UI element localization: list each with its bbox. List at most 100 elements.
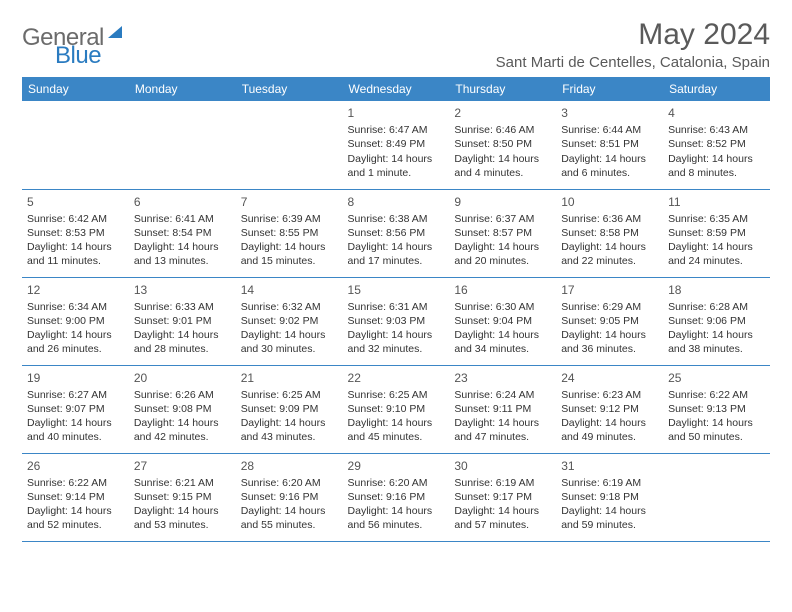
calendar-row: 12Sunrise: 6:34 AMSunset: 9:00 PMDayligh… [22, 277, 770, 365]
day-header: Saturday [663, 77, 770, 101]
day-number: 27 [134, 458, 231, 474]
calendar-cell: 12Sunrise: 6:34 AMSunset: 9:00 PMDayligh… [22, 277, 129, 365]
day-header: Wednesday [343, 77, 450, 101]
daylight-line: Daylight: 14 hours and 45 minutes. [348, 416, 445, 444]
logo: General Blue [22, 18, 122, 52]
calendar-cell: 6Sunrise: 6:41 AMSunset: 8:54 PMDaylight… [129, 189, 236, 277]
daylight-line: Daylight: 14 hours and 22 minutes. [561, 240, 658, 268]
sunset-line: Sunset: 9:11 PM [454, 402, 551, 416]
calendar-cell [129, 101, 236, 189]
day-number: 21 [241, 370, 338, 386]
daylight-line: Daylight: 14 hours and 36 minutes. [561, 328, 658, 356]
calendar-cell [663, 453, 770, 541]
daylight-line: Daylight: 14 hours and 8 minutes. [668, 152, 765, 180]
day-number: 8 [348, 194, 445, 210]
day-number: 6 [134, 194, 231, 210]
daylight-line: Daylight: 14 hours and 28 minutes. [134, 328, 231, 356]
day-number: 30 [454, 458, 551, 474]
sunset-line: Sunset: 9:10 PM [348, 402, 445, 416]
calendar-cell: 27Sunrise: 6:21 AMSunset: 9:15 PMDayligh… [129, 453, 236, 541]
sunrise-line: Sunrise: 6:19 AM [454, 476, 551, 490]
day-number: 23 [454, 370, 551, 386]
calendar-row: 1Sunrise: 6:47 AMSunset: 8:49 PMDaylight… [22, 101, 770, 189]
daylight-line: Daylight: 14 hours and 55 minutes. [241, 504, 338, 532]
sunset-line: Sunset: 8:59 PM [668, 226, 765, 240]
sunset-line: Sunset: 9:16 PM [241, 490, 338, 504]
calendar-row: 19Sunrise: 6:27 AMSunset: 9:07 PMDayligh… [22, 365, 770, 453]
daylight-line: Daylight: 14 hours and 56 minutes. [348, 504, 445, 532]
calendar-cell: 13Sunrise: 6:33 AMSunset: 9:01 PMDayligh… [129, 277, 236, 365]
sunset-line: Sunset: 9:04 PM [454, 314, 551, 328]
calendar-cell: 9 Sunrise: 6:37 AMSunset: 8:57 PMDaylight… [449, 189, 556, 277]
daylight-line: Daylight: 14 hours and 20 minutes. [454, 240, 551, 268]
calendar-cell: 10Sunrise: 6:36 AMSunset: 8:58 PMDayligh… [556, 189, 663, 277]
logo-triangle-icon [108, 26, 122, 38]
sunrise-line: Sunrise: 6:36 AM [561, 212, 658, 226]
header: General Blue May 2024 Sant Marti de Cent… [22, 18, 770, 71]
sunrise-line: Sunrise: 6:37 AM [454, 212, 551, 226]
daylight-line: Daylight: 14 hours and 57 minutes. [454, 504, 551, 532]
day-number: 17 [561, 282, 658, 298]
daylight-line: Daylight: 14 hours and 17 minutes. [348, 240, 445, 268]
calendar-cell: 21Sunrise: 6:25 AMSunset: 9:09 PMDayligh… [236, 365, 343, 453]
day-number: 2 [454, 105, 551, 121]
sunrise-line: Sunrise: 6:39 AM [241, 212, 338, 226]
logo-text-blue: Blue [55, 42, 101, 69]
daylight-line: Daylight: 14 hours and 42 minutes. [134, 416, 231, 444]
calendar-cell: 26Sunrise: 6:22 AMSunset: 9:14 PMDayligh… [22, 453, 129, 541]
calendar-cell: 17Sunrise: 6:29 AMSunset: 9:05 PMDayligh… [556, 277, 663, 365]
sunset-line: Sunset: 9:15 PM [134, 490, 231, 504]
sunset-line: Sunset: 9:17 PM [454, 490, 551, 504]
day-number: 3 [561, 105, 658, 121]
sunset-line: Sunset: 9:01 PM [134, 314, 231, 328]
sunrise-line: Sunrise: 6:46 AM [454, 123, 551, 137]
daylight-line: Daylight: 14 hours and 1 minute. [348, 152, 445, 180]
sunrise-line: Sunrise: 6:38 AM [348, 212, 445, 226]
day-number: 14 [241, 282, 338, 298]
sunset-line: Sunset: 9:02 PM [241, 314, 338, 328]
calendar-cell: 23Sunrise: 6:24 AMSunset: 9:11 PMDayligh… [449, 365, 556, 453]
calendar-cell: 4Sunrise: 6:43 AMSunset: 8:52 PMDaylight… [663, 101, 770, 189]
daylight-line: Daylight: 14 hours and 53 minutes. [134, 504, 231, 532]
calendar-cell: 15Sunrise: 6:31 AMSunset: 9:03 PMDayligh… [343, 277, 450, 365]
day-number: 25 [668, 370, 765, 386]
calendar-cell: 19Sunrise: 6:27 AMSunset: 9:07 PMDayligh… [22, 365, 129, 453]
sunset-line: Sunset: 8:56 PM [348, 226, 445, 240]
calendar-head: SundayMondayTuesdayWednesdayThursdayFrid… [22, 77, 770, 101]
sunrise-line: Sunrise: 6:33 AM [134, 300, 231, 314]
day-number: 9 [454, 194, 551, 210]
daylight-line: Daylight: 14 hours and 26 minutes. [27, 328, 124, 356]
day-number: 24 [561, 370, 658, 386]
calendar-table: SundayMondayTuesdayWednesdayThursdayFrid… [22, 77, 770, 542]
sunrise-line: Sunrise: 6:31 AM [348, 300, 445, 314]
sunrise-line: Sunrise: 6:27 AM [27, 388, 124, 402]
daylight-line: Daylight: 14 hours and 30 minutes. [241, 328, 338, 356]
sunset-line: Sunset: 9:05 PM [561, 314, 658, 328]
calendar-cell: 31Sunrise: 6:19 AMSunset: 9:18 PMDayligh… [556, 453, 663, 541]
calendar-cell [22, 101, 129, 189]
sunrise-line: Sunrise: 6:32 AM [241, 300, 338, 314]
day-header: Friday [556, 77, 663, 101]
day-number: 28 [241, 458, 338, 474]
sunset-line: Sunset: 8:58 PM [561, 226, 658, 240]
sunset-line: Sunset: 8:57 PM [454, 226, 551, 240]
sunset-line: Sunset: 8:53 PM [27, 226, 124, 240]
sunrise-line: Sunrise: 6:25 AM [241, 388, 338, 402]
sunset-line: Sunset: 8:51 PM [561, 137, 658, 151]
day-number: 18 [668, 282, 765, 298]
day-header: Monday [129, 77, 236, 101]
calendar-row: 26Sunrise: 6:22 AMSunset: 9:14 PMDayligh… [22, 453, 770, 541]
sunrise-line: Sunrise: 6:44 AM [561, 123, 658, 137]
calendar-cell: 20Sunrise: 6:26 AMSunset: 9:08 PMDayligh… [129, 365, 236, 453]
sunset-line: Sunset: 9:03 PM [348, 314, 445, 328]
daylight-line: Daylight: 14 hours and 13 minutes. [134, 240, 231, 268]
day-number: 16 [454, 282, 551, 298]
calendar-cell [236, 101, 343, 189]
calendar-cell: 7Sunrise: 6:39 AMSunset: 8:55 PMDaylight… [236, 189, 343, 277]
sunrise-line: Sunrise: 6:23 AM [561, 388, 658, 402]
day-number: 12 [27, 282, 124, 298]
sunrise-line: Sunrise: 6:22 AM [668, 388, 765, 402]
calendar-cell: 30 Sunrise: 6:19 AMSunset: 9:17 PMDayligh… [449, 453, 556, 541]
calendar-cell: 28Sunrise: 6:20 AMSunset: 9:16 PMDayligh… [236, 453, 343, 541]
sunset-line: Sunset: 9:06 PM [668, 314, 765, 328]
